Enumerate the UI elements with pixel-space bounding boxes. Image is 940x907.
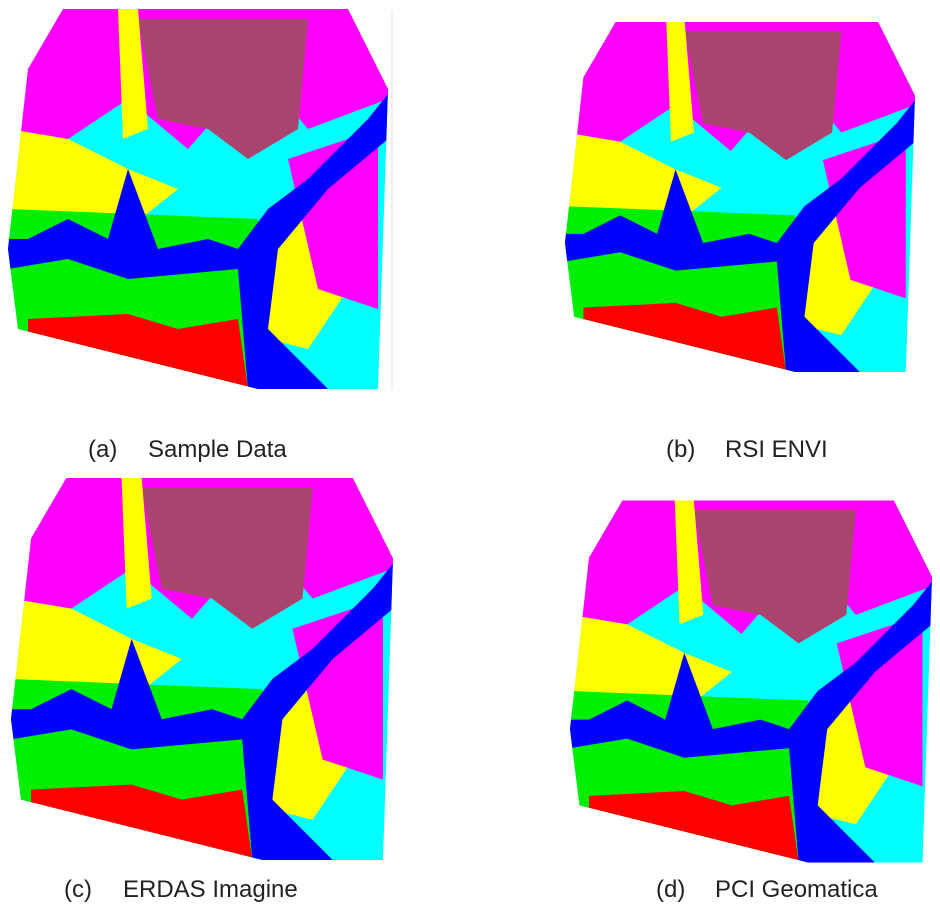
- panel-title: PCI Geomatica: [715, 876, 878, 903]
- panel-label: (a): [88, 436, 118, 463]
- panel-title: RSI ENVI: [725, 436, 828, 463]
- panel-image: [565, 22, 915, 372]
- panel-image: [570, 501, 932, 863]
- panel-label: (c): [64, 876, 92, 903]
- panel-label: (d): [656, 876, 686, 903]
- panel-label: (b): [666, 436, 696, 463]
- panel-image: [8, 9, 388, 389]
- panel-image: [11, 478, 393, 860]
- panel-title: Sample Data: [148, 436, 287, 463]
- panel-title: ERDAS Imagine: [123, 876, 298, 903]
